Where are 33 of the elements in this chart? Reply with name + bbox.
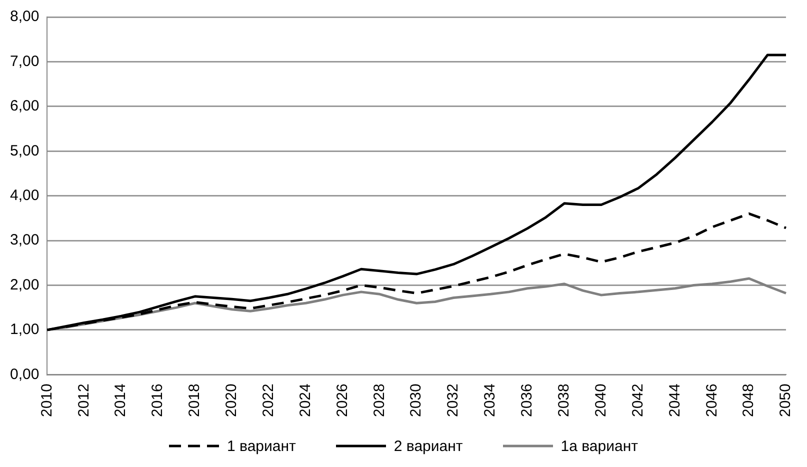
y-tick-label: 3,00 — [10, 232, 40, 249]
y-tick-label: 2,00 — [10, 276, 40, 294]
x-tick-label: 2024 — [296, 384, 314, 418]
y-tick-label: 0,00 — [10, 366, 40, 383]
x-tick-label: 2010 — [38, 384, 56, 418]
legend-label: 2 вариант — [394, 438, 463, 454]
x-tick-label: 2038 — [556, 384, 572, 418]
x-tick-label: 2032 — [444, 384, 462, 418]
y-tick-label: 7,00 — [10, 52, 40, 70]
legend-label: 1 вариант — [227, 438, 296, 454]
legend-label: 1а вариант — [560, 438, 638, 454]
y-tick-label: 6,00 — [10, 98, 40, 115]
x-tick-label: 2026 — [334, 384, 351, 418]
x-tick-label: 2048 — [740, 384, 758, 418]
x-tick-label: 2044 — [666, 384, 684, 418]
y-tick-label: 5,00 — [10, 142, 40, 160]
x-tick-label: 2012 — [75, 384, 92, 418]
x-tick-label: 2050 — [777, 384, 794, 418]
y-tick-label: 8,00 — [10, 8, 40, 26]
x-tick-label: 2020 — [223, 384, 240, 418]
x-tick-label: 2040 — [592, 384, 610, 418]
x-tick-label: 2034 — [482, 384, 499, 418]
x-tick-label: 2046 — [703, 384, 720, 418]
x-tick-label: 2016 — [149, 384, 166, 418]
x-tick-label: 2030 — [408, 384, 425, 418]
y-tick-label: 1,00 — [10, 321, 40, 338]
x-tick-label: 2042 — [629, 384, 646, 418]
y-tick-label: 4,00 — [10, 186, 40, 204]
x-tick-label: 2014 — [112, 384, 130, 418]
x-tick-label: 2018 — [186, 384, 204, 418]
x-tick-label: 2036 — [518, 384, 536, 418]
x-tick-label: 2028 — [370, 384, 388, 418]
x-tick-label: 2022 — [260, 384, 277, 418]
